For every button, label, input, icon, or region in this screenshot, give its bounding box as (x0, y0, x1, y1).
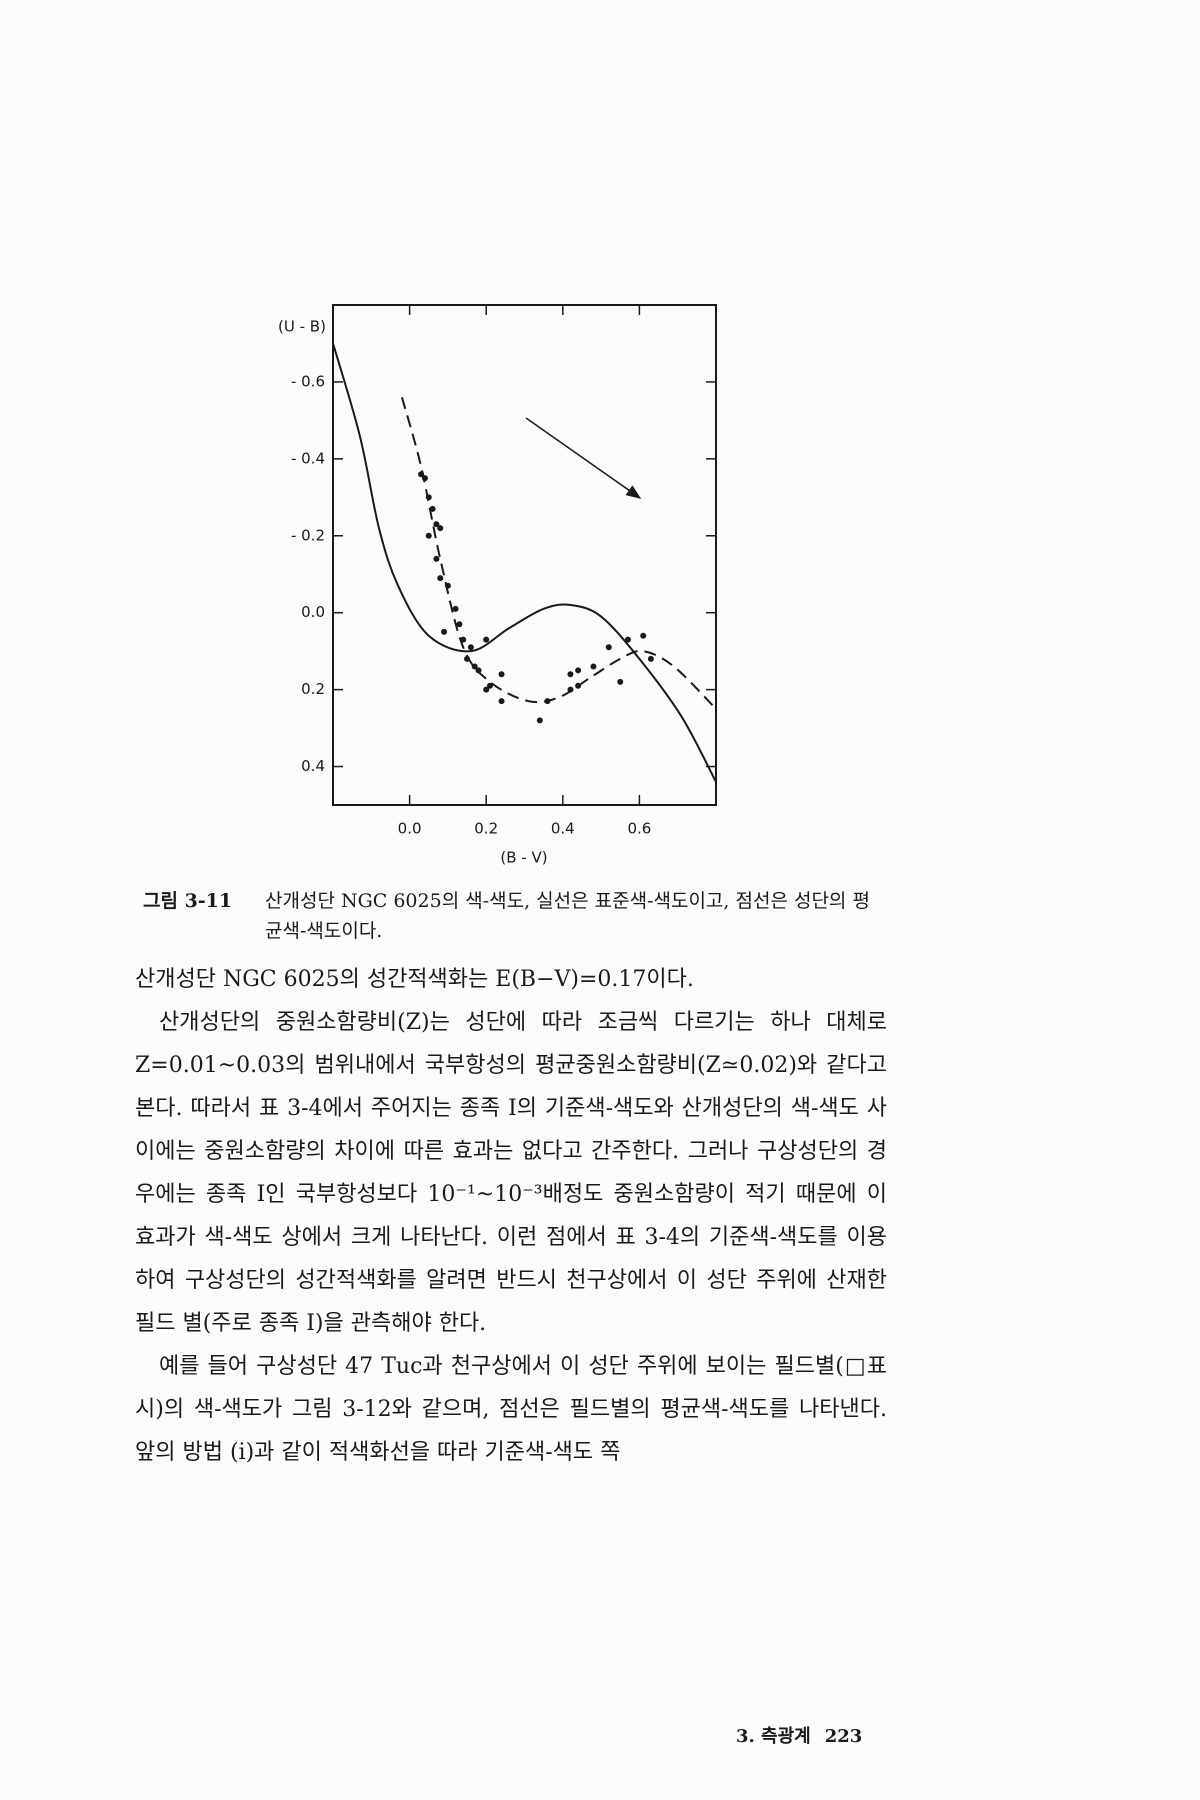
y-axis-label: (U - B) (278, 318, 326, 336)
data-point (444, 582, 451, 589)
data-point (483, 686, 490, 693)
data-point (456, 621, 463, 628)
paragraph: 산개성단의 중원소함량비(Z)는 성단에 따라 조금씩 다르기는 하나 대체로 … (135, 1010, 887, 1336)
data-point (433, 555, 440, 562)
data-point (544, 698, 551, 705)
y-tick-label: 0.0 (301, 603, 325, 621)
data-point (437, 525, 444, 532)
data-point (429, 505, 436, 512)
data-point (425, 494, 432, 501)
data-point (498, 671, 505, 678)
data-point (452, 605, 459, 612)
x-tick-label: 0.2 (474, 820, 498, 838)
data-point (575, 682, 582, 689)
dashed-line (400, 397, 717, 710)
data-point (647, 655, 654, 662)
section-title: 3. 측광계 (736, 1726, 811, 1747)
y-tick-label: 0.4 (301, 757, 325, 775)
x-tick-label: 0.6 (627, 820, 651, 838)
data-point (640, 632, 647, 639)
data-point (433, 521, 440, 528)
reddening-arrow (525, 417, 642, 499)
data-point (498, 698, 505, 705)
caption-label: 그림 3-11 (143, 890, 233, 912)
paragraph: 예를 들어 구상성단 47 Tuc과 천구상에서 이 성단 주위에 보이는 필드… (135, 1354, 887, 1465)
data-point (464, 655, 471, 662)
data-point (467, 644, 474, 651)
data-point (575, 667, 582, 674)
data-point (567, 686, 574, 693)
paragraph: 산개성단 NGC 6025의 성간적색화는 E(B−V)=0.17이다. (135, 967, 694, 992)
body-text: 산개성단 NGC 6025의 성간적색화는 E(B−V)=0.17이다. 산개성단… (135, 958, 887, 1474)
data-point (487, 682, 494, 689)
y-tick-label: - 0.4 (291, 449, 325, 467)
x-axis-label: (B - V) (500, 849, 547, 867)
data-point (605, 644, 612, 651)
y-tick-label: - 0.2 (291, 526, 325, 544)
y-tick-label: - 0.6 (291, 372, 325, 390)
data-point (475, 667, 482, 674)
data-point (624, 636, 631, 643)
data-point (483, 636, 490, 643)
data-point (471, 663, 478, 670)
data-point (437, 575, 444, 582)
data-point (536, 717, 543, 724)
data-point (617, 678, 624, 685)
page-number: 223 (824, 1726, 863, 1747)
data-point (460, 636, 467, 643)
x-tick-label: 0.4 (551, 820, 575, 838)
plot-frame (332, 304, 717, 806)
solid-line (332, 343, 717, 783)
data-point (567, 671, 574, 678)
data-point (421, 475, 428, 482)
data-point (418, 471, 425, 478)
y-tick-label: 0.2 (301, 680, 325, 698)
data-point (590, 663, 597, 670)
figure: (U - B) (B - V) - 0.6 - 0.4 - 0.2 0.0 0.2 0.4… (278, 304, 717, 867)
caption: 그림 3-11 산개성단 NGC 6025의 색-색도, 실선은 표준색-색도이… (143, 886, 883, 946)
x-tick-label: 0.0 (398, 820, 422, 838)
data-point (441, 628, 448, 635)
data-point (425, 532, 432, 539)
caption-text: 산개성단 NGC 6025의 색-색도, 실선은 표준색-색도이고, 점선은 성… (265, 890, 870, 942)
footer: 3. 측광계 223 (736, 1722, 862, 1748)
